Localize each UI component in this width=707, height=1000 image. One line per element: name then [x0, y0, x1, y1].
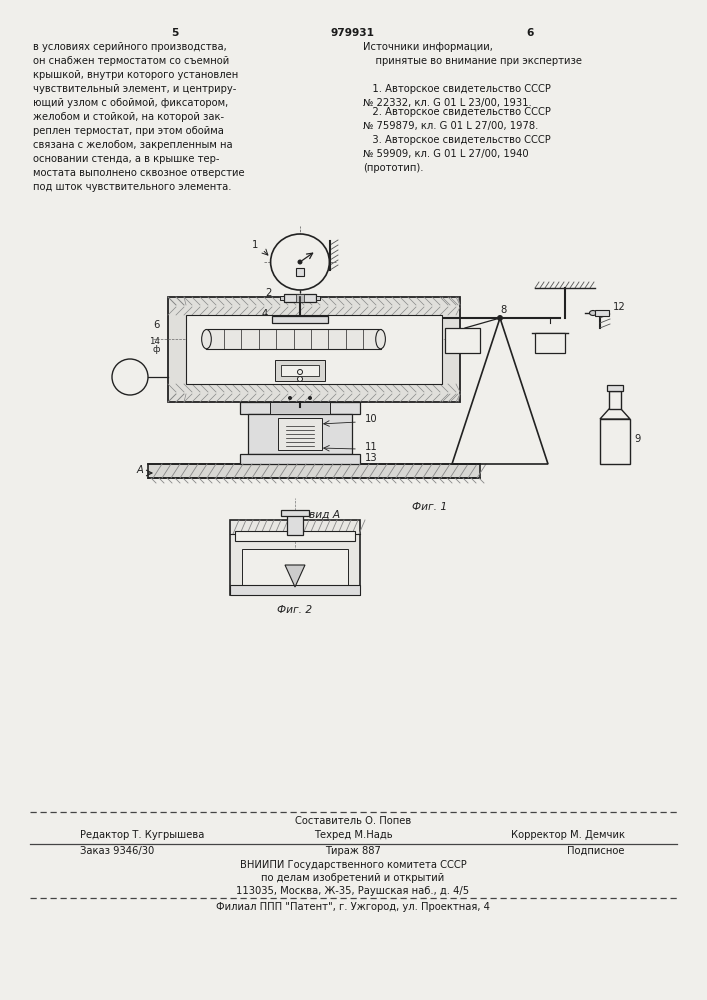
Bar: [272, 316, 328, 323]
Bar: [270, 402, 330, 414]
Text: Заказ 9346/30: Заказ 9346/30: [80, 846, 154, 856]
Ellipse shape: [201, 329, 211, 349]
Bar: [287, 513, 303, 535]
Bar: [186, 315, 442, 384]
Text: Корректор М. Демчик: Корректор М. Демчик: [511, 830, 625, 840]
Text: 5: 5: [465, 334, 472, 344]
Bar: [445, 328, 480, 353]
Text: 5: 5: [171, 28, 179, 38]
Text: 10: 10: [365, 414, 378, 424]
Text: по делам изобретений и открытий: по делам изобретений и открытий: [262, 873, 445, 883]
Bar: [281, 365, 319, 376]
Bar: [148, 464, 480, 478]
Text: 13: 13: [365, 453, 378, 463]
Text: 4: 4: [262, 309, 268, 319]
Text: Подписное: Подписное: [568, 846, 625, 856]
Ellipse shape: [590, 310, 597, 316]
Text: вид А: вид А: [310, 510, 341, 520]
Text: 113035, Москва, Ж-35, Раушская наб., д. 4/5: 113035, Москва, Ж-35, Раушская наб., д. …: [236, 886, 469, 896]
Bar: [235, 531, 355, 541]
Text: 1: 1: [252, 240, 258, 250]
Bar: [230, 585, 360, 595]
Polygon shape: [600, 409, 630, 419]
Text: 979931: 979931: [331, 28, 375, 38]
Bar: [230, 520, 360, 595]
Text: ВНИИПИ Государственного комитета СССР: ВНИИПИ Государственного комитета СССР: [240, 860, 467, 870]
Bar: [206, 329, 380, 349]
Text: 14: 14: [149, 337, 160, 346]
Circle shape: [112, 359, 148, 395]
Bar: [281, 510, 309, 516]
Circle shape: [298, 259, 303, 264]
Text: 7: 7: [252, 322, 258, 332]
Text: Тираж 887: Тираж 887: [325, 846, 381, 856]
Text: Фиг. 1: Фиг. 1: [412, 502, 448, 512]
Text: Составитель О. Попев: Составитель О. Попев: [295, 816, 411, 826]
Bar: [316, 296, 320, 300]
Bar: [296, 294, 304, 302]
Text: 8: 8: [500, 305, 506, 315]
Text: Источники информации,
    принятые во внимание при экспертизе: Источники информации, принятые во вниман…: [363, 42, 582, 66]
Bar: [607, 385, 623, 391]
Bar: [275, 360, 325, 381]
Bar: [242, 549, 348, 585]
Text: 11: 11: [365, 442, 378, 452]
Bar: [280, 296, 284, 300]
Bar: [240, 454, 360, 464]
Text: Филиал ППП "Патент", г. Ужгород, ул. Проектная, 4: Филиал ППП "Патент", г. Ужгород, ул. Про…: [216, 902, 490, 912]
Text: 9: 9: [634, 434, 641, 444]
Circle shape: [298, 369, 303, 374]
Bar: [600, 419, 630, 464]
Bar: [535, 333, 565, 353]
Ellipse shape: [375, 329, 385, 349]
Circle shape: [497, 315, 503, 321]
Polygon shape: [285, 565, 305, 587]
Bar: [284, 294, 316, 302]
Bar: [248, 414, 352, 454]
Text: 12: 12: [613, 302, 626, 312]
Bar: [609, 391, 621, 409]
Circle shape: [298, 376, 303, 381]
Bar: [296, 268, 304, 276]
Text: Редактор Т. Кугрышева: Редактор Т. Кугрышева: [80, 830, 204, 840]
Text: 1. Авторское свидетельство СССР
№ 22332, кл. G 01 L 23/00, 1931.: 1. Авторское свидетельство СССР № 22332,…: [363, 84, 551, 108]
Text: А: А: [136, 465, 143, 475]
Bar: [168, 297, 460, 402]
Circle shape: [288, 396, 292, 400]
Text: 2. Авторское свидетельство СССР
№ 759879, кл. G 01 L 27/00, 1978.
   3. Авторско: 2. Авторское свидетельство СССР № 759879…: [363, 107, 551, 173]
Text: 6: 6: [153, 320, 160, 330]
Ellipse shape: [271, 234, 329, 290]
Circle shape: [308, 396, 312, 400]
Text: Фиг. 2: Фиг. 2: [277, 605, 312, 615]
Text: J: J: [268, 322, 271, 332]
Text: 6: 6: [526, 28, 534, 38]
Bar: [278, 418, 322, 450]
Bar: [240, 402, 360, 414]
Text: Техред М.Надь: Техред М.Надь: [314, 830, 392, 840]
Text: в условиях серийного производства,
он снабжен термостатом со съемной
крышкой, вн: в условиях серийного производства, он сн…: [33, 42, 245, 192]
Text: ф: ф: [153, 345, 160, 354]
Bar: [595, 310, 609, 316]
Text: 2: 2: [266, 288, 272, 298]
